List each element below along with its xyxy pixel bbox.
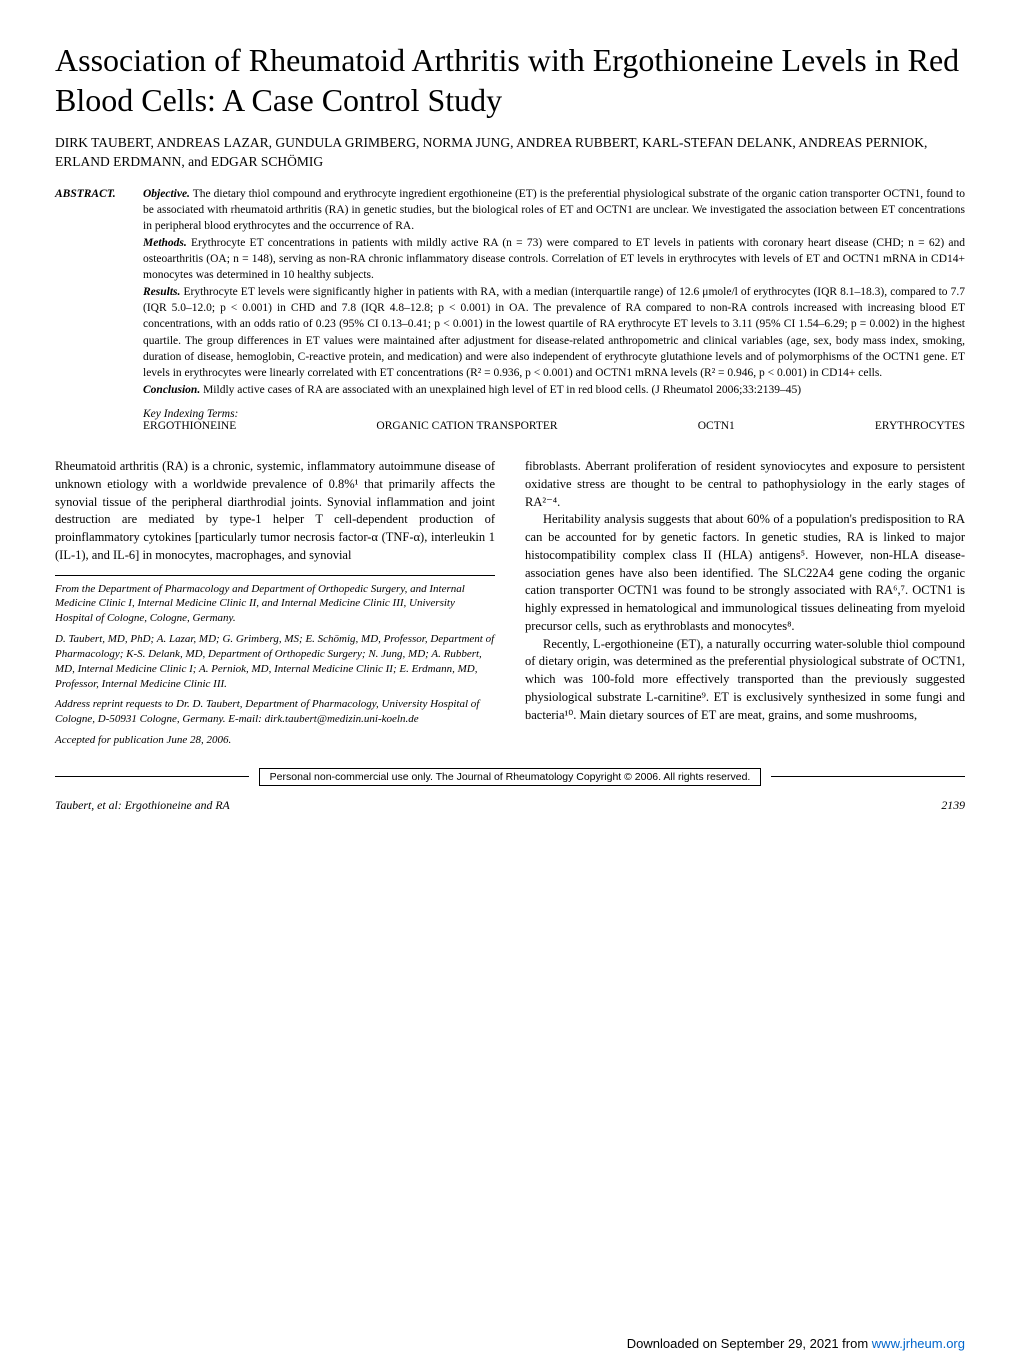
- abstract: ABSTRACT. Objective. The dietary thiol c…: [55, 186, 965, 398]
- body-columns: Rheumatoid arthritis (RA) is a chronic, …: [55, 458, 965, 754]
- conclusion-text: Mildly active cases of RA are associated…: [200, 384, 801, 396]
- page-footer: Taubert, et al: Ergothioneine and RA 213…: [55, 798, 965, 813]
- body-paragraph: fibroblasts. Aberrant proliferation of r…: [525, 458, 965, 511]
- body-paragraph: Recently, L-ergothioneine (ET), a natura…: [525, 636, 965, 725]
- affiliations: From the Department of Pharmacology and …: [55, 582, 495, 748]
- keywords-label: Key Indexing Terms:: [143, 408, 965, 420]
- affil-address: Address reprint requests to Dr. D. Taube…: [55, 697, 495, 727]
- copyright-text: Personal non-commercial use only. The Jo…: [259, 768, 762, 786]
- affil-dept: From the Department of Pharmacology and …: [55, 582, 495, 627]
- divider-line: [771, 776, 965, 777]
- affiliation-divider: [55, 575, 495, 576]
- results-label: Results.: [143, 286, 180, 298]
- body-paragraph: Rheumatoid arthritis (RA) is a chronic, …: [55, 458, 495, 565]
- article-title: Association of Rheumatoid Arthritis with…: [55, 40, 965, 120]
- page-number: 2139: [941, 798, 965, 813]
- download-notice: Downloaded on September 29, 2021 from ww…: [627, 1336, 965, 1351]
- keyword-term: OCTN1: [698, 420, 735, 432]
- copyright-bar: Personal non-commercial use only. The Jo…: [55, 768, 965, 786]
- abstract-body: Objective. The dietary thiol compound an…: [143, 186, 965, 398]
- affil-authors: D. Taubert, MD, PhD; A. Lazar, MD; G. Gr…: [55, 632, 495, 691]
- results-text: Erythrocyte ET levels were significantly…: [143, 286, 965, 380]
- body-paragraph: Heritability analysis suggests that abou…: [525, 511, 965, 635]
- download-text: Downloaded on September 29, 2021 from: [627, 1336, 872, 1351]
- methods-label: Methods.: [143, 237, 187, 249]
- divider-line: [55, 776, 249, 777]
- running-head: Taubert, et al: Ergothioneine and RA: [55, 798, 230, 813]
- objective-label: Objective.: [143, 188, 190, 200]
- conclusion-label: Conclusion.: [143, 384, 200, 396]
- right-column: fibroblasts. Aberrant proliferation of r…: [525, 458, 965, 754]
- methods-text: Erythrocyte ET concentrations in patient…: [143, 237, 965, 282]
- objective-text: The dietary thiol compound and erythrocy…: [143, 188, 965, 233]
- authors-list: DIRK TAUBERT, ANDREAS LAZAR, GUNDULA GRI…: [55, 134, 965, 172]
- keyword-term: ERGOTHIONEINE: [143, 420, 236, 432]
- download-link[interactable]: www.jrheum.org: [872, 1336, 965, 1351]
- left-column: Rheumatoid arthritis (RA) is a chronic, …: [55, 458, 495, 754]
- keywords: Key Indexing Terms: ERGOTHIONEINE ORGANI…: [143, 408, 965, 432]
- abstract-label: ABSTRACT.: [55, 186, 133, 398]
- affil-accepted: Accepted for publication June 28, 2006.: [55, 733, 495, 748]
- keyword-term: ORGANIC CATION TRANSPORTER: [376, 420, 557, 432]
- keyword-term: ERYTHROCYTES: [875, 420, 965, 432]
